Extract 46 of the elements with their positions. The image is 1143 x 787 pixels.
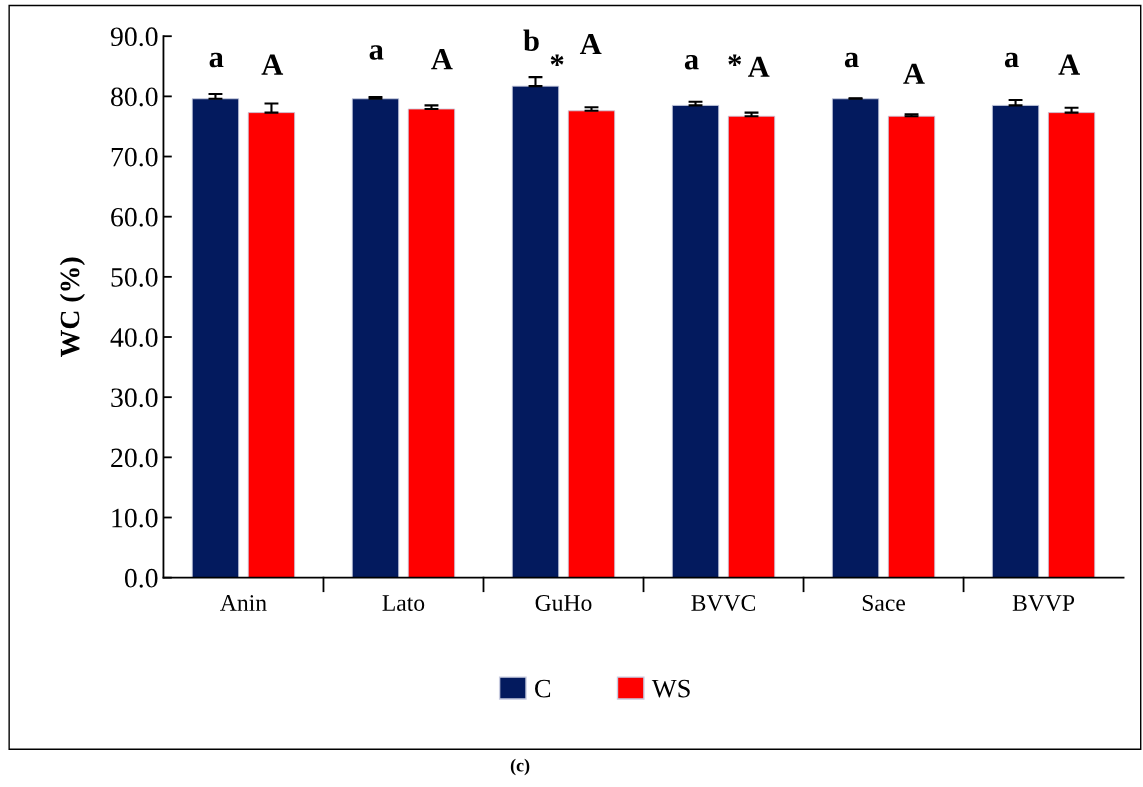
bar — [991, 104, 1040, 578]
bar — [671, 104, 720, 578]
annotation: A — [747, 56, 770, 77]
annotation: A — [431, 49, 453, 70]
bar — [511, 85, 560, 578]
y-tick-label: 20.0 — [111, 448, 158, 468]
bar — [247, 112, 296, 578]
x-tick-label: Sace — [862, 595, 906, 611]
annotation: * — [728, 54, 742, 66]
y-tick-label: 90.0 — [110, 27, 158, 47]
y-tick-label: 40.0 — [110, 328, 158, 348]
bar — [727, 115, 776, 578]
bar — [351, 98, 400, 578]
annotation: A — [261, 54, 284, 75]
y-tick-label: 50.0 — [111, 268, 158, 287]
y-tick-label: 80.0 — [111, 87, 158, 107]
annotation: a — [209, 52, 224, 68]
y-tick-label: 70.0 — [111, 147, 158, 167]
annotation: A — [579, 33, 602, 55]
x-tick-label: BVVP — [1012, 595, 1075, 612]
annotation: a — [684, 54, 699, 70]
y-tick-label: 30.0 — [111, 388, 158, 408]
y-tick-label: 60.0 — [111, 207, 158, 227]
annotation: A — [903, 63, 925, 84]
bar — [831, 98, 880, 578]
annotation: a — [844, 52, 859, 68]
x-tick-label: BVVC — [691, 595, 756, 612]
y-tick-label: 0.0 — [124, 568, 158, 588]
annotation: b — [523, 29, 539, 52]
annotation: * — [550, 54, 564, 66]
x-tick-label: Lato — [382, 595, 425, 611]
x-tick-label: GuHo — [535, 595, 592, 611]
y-tick-label: 10.0 — [112, 508, 158, 528]
x-tick-label: Anin — [220, 595, 267, 611]
annotation: a — [1004, 52, 1019, 68]
bar — [887, 115, 936, 578]
bar — [191, 98, 240, 578]
legend-label: WS — [651, 679, 690, 698]
legend-label: C — [535, 679, 551, 698]
y-axis-title: WC (%) — [59, 257, 85, 358]
text: (c) — [510, 758, 530, 776]
bar — [567, 110, 616, 578]
bar — [1047, 112, 1096, 578]
annotation: a — [369, 45, 384, 60]
annotation: A — [1058, 54, 1080, 75]
bar — [407, 108, 456, 578]
